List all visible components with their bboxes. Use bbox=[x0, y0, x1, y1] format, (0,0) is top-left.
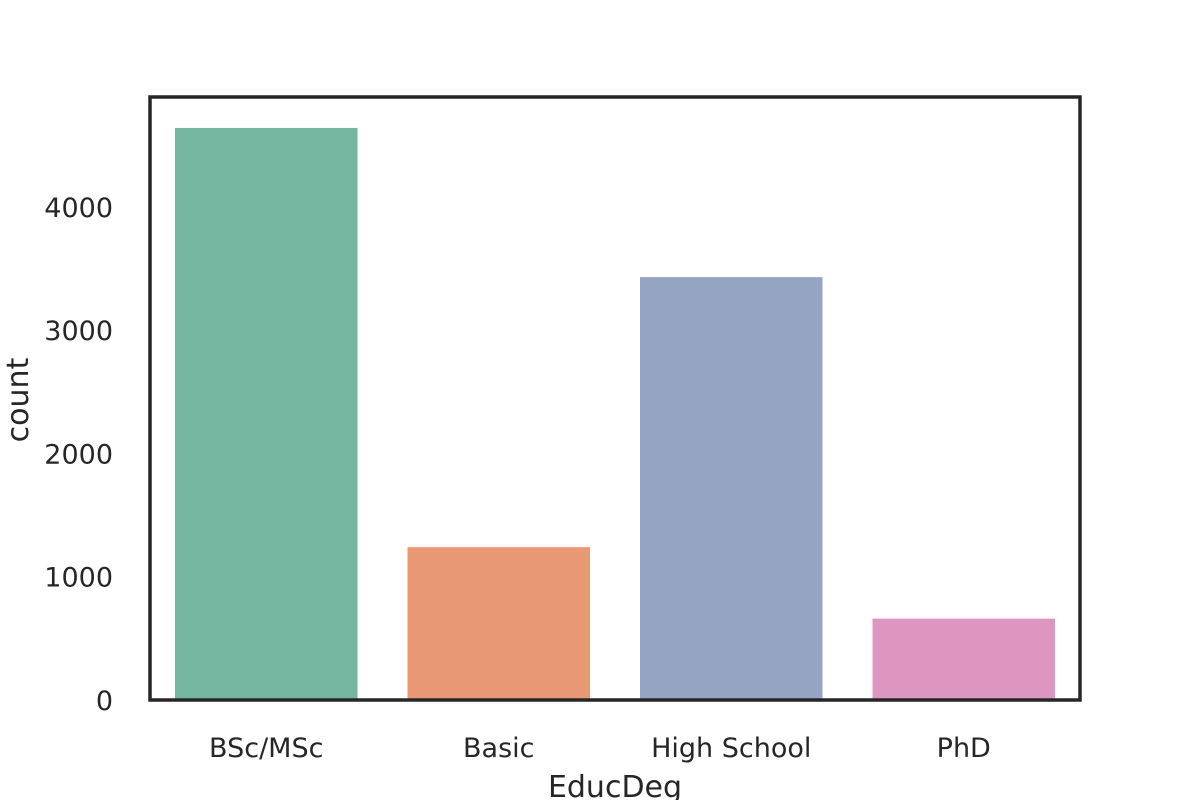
y-tick-label: 0 bbox=[96, 686, 113, 717]
x-axis-ticks: BSc/MSc Basic High School PhD bbox=[209, 733, 991, 764]
bar-high-school bbox=[639, 277, 823, 700]
y-tick-label: 4000 bbox=[44, 193, 113, 224]
bar-basic bbox=[407, 547, 591, 700]
y-tick-label: 3000 bbox=[44, 316, 113, 347]
y-tick-label: 1000 bbox=[44, 563, 113, 594]
y-axis-ticks: 0 1000 2000 3000 4000 bbox=[44, 193, 113, 717]
bars-group bbox=[174, 127, 1056, 701]
plot-frame bbox=[148, 95, 1082, 702]
bar-phd bbox=[872, 618, 1056, 700]
bar-bsc-msc bbox=[174, 127, 358, 701]
x-tick-label: Basic bbox=[463, 733, 534, 764]
y-tick-label: 2000 bbox=[44, 439, 113, 470]
x-tick-label: High School bbox=[651, 733, 811, 764]
y-axis-label: count bbox=[1, 357, 36, 442]
x-tick-label: PhD bbox=[937, 733, 991, 764]
x-axis-label: EducDeg bbox=[548, 770, 682, 800]
x-tick-label: BSc/MSc bbox=[209, 733, 323, 764]
